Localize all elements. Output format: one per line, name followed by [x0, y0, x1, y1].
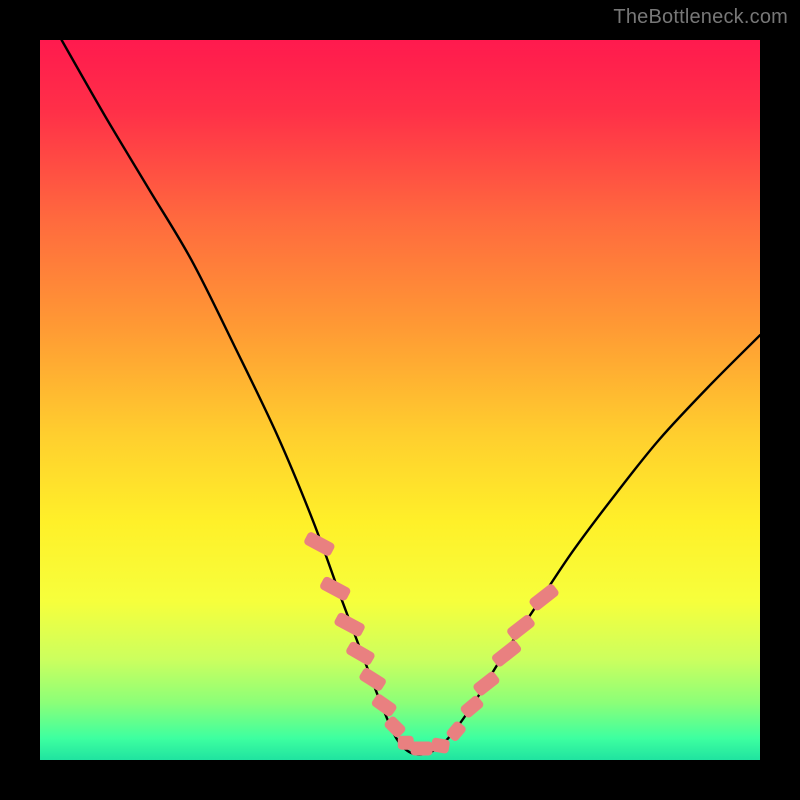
data-dot [411, 741, 433, 755]
bottleneck-curve-chart [0, 0, 800, 800]
watermark-text: TheBottleneck.com [613, 6, 788, 29]
chart-root: TheBottleneck.com [0, 0, 800, 800]
